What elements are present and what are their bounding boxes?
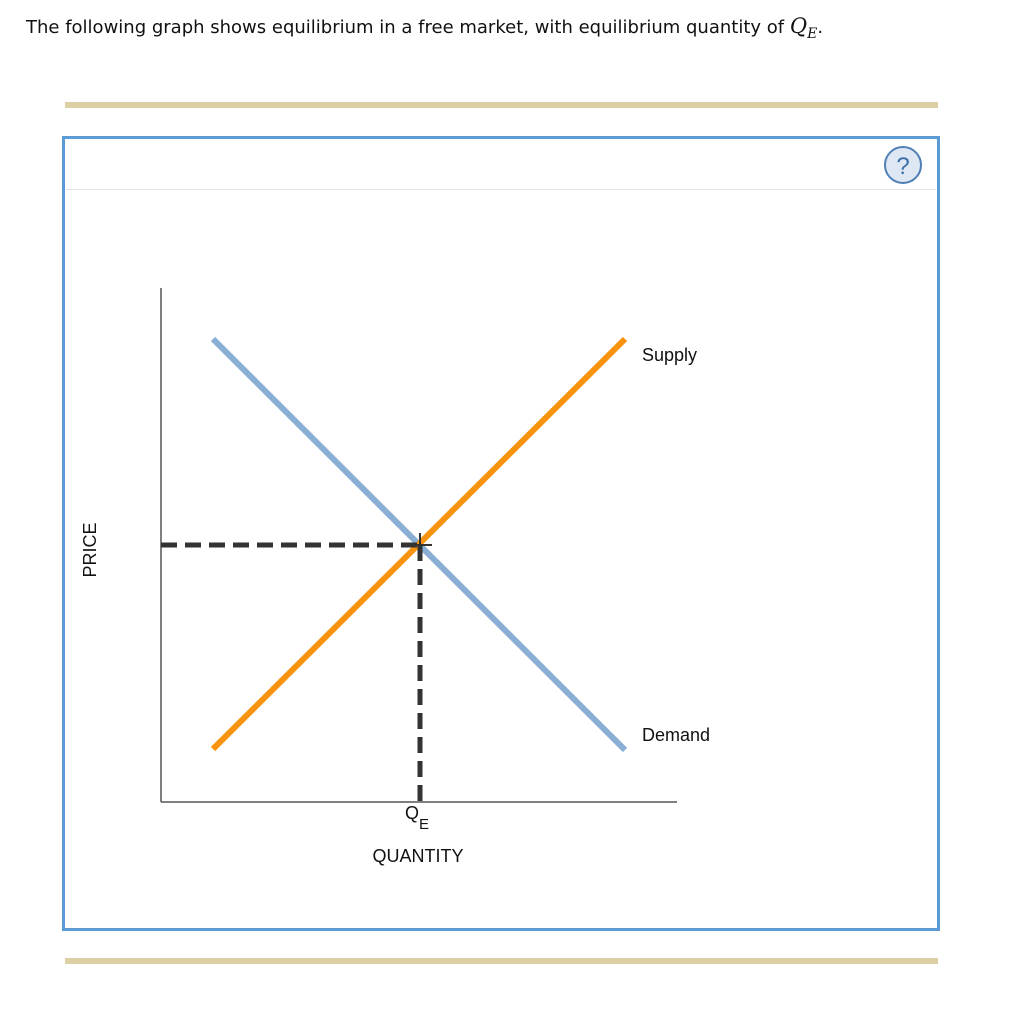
help-button[interactable]: ?: [884, 146, 922, 184]
eq-base: Q: [405, 803, 419, 823]
help-circle[interactable]: [884, 146, 922, 184]
math-sub: E: [806, 26, 817, 42]
help-icon[interactable]: ?: [896, 153, 909, 180]
x-axis-label: QUANTITY: [372, 846, 463, 866]
prompt-text: The following graph shows equilibrium in…: [25, 17, 785, 38]
prompt-end: .: [817, 17, 823, 38]
equilibrium-point: [408, 533, 432, 557]
divider: [65, 102, 938, 108]
prompt: The following graph shows equilibrium in…: [25, 14, 823, 42]
divider: [65, 958, 938, 964]
demand-label: Demand: [642, 725, 710, 745]
math-base: Q: [790, 14, 807, 38]
supply-label: Supply: [642, 345, 697, 365]
eq-sub: E: [419, 816, 429, 833]
equilibrium-label: QE: [405, 803, 429, 833]
graph-panel: [62, 136, 940, 931]
y-axis-label: PRICE: [80, 522, 100, 577]
